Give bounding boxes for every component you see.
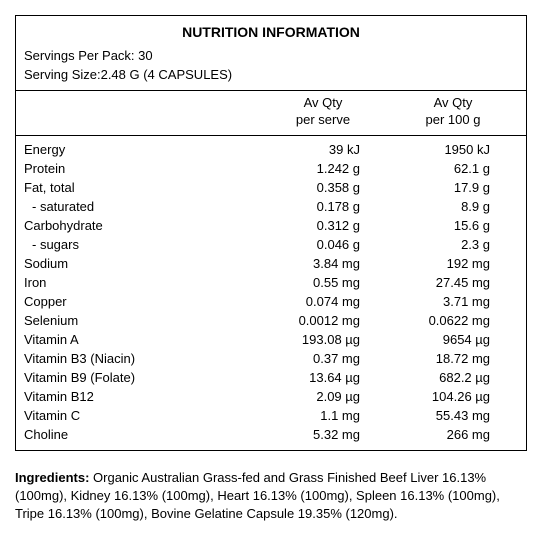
nutrient-name: Choline	[24, 427, 258, 442]
value-per-serve: 1.1 mg	[258, 408, 388, 423]
col-per-100g-l2: per 100 g	[388, 112, 518, 129]
value-per-serve: 0.37 mg	[258, 351, 388, 366]
value-per-100g: 62.1 g	[388, 161, 518, 176]
col-per-serve-l1: Av Qty	[258, 95, 388, 112]
value-per-serve: 0.358 g	[258, 180, 388, 195]
value-per-100g: 8.9 g	[388, 199, 518, 214]
nutrient-name: Protein	[24, 161, 258, 176]
value-per-100g: 9654 µg	[388, 332, 518, 347]
value-per-100g: 682.2 µg	[388, 370, 518, 385]
col-nutrient-blank	[24, 95, 258, 129]
servings-per-pack: Servings Per Pack: 30	[24, 46, 518, 65]
table-row: Vitamin B3 (Niacin)0.37 mg18.72 mg	[24, 349, 518, 368]
col-per-100g: Av Qty per 100 g	[388, 95, 518, 129]
value-per-serve: 39 kJ	[258, 142, 388, 157]
panel-title: NUTRITION INFORMATION	[24, 20, 518, 46]
table-row: Carbohydrate0.312 g15.6 g	[24, 216, 518, 235]
nutrient-name: Carbohydrate	[24, 218, 258, 233]
header-section: NUTRITION INFORMATION Servings Per Pack:…	[16, 16, 526, 91]
nutrient-name: - sugars	[24, 237, 258, 252]
nutrient-name: Selenium	[24, 313, 258, 328]
col-per-100g-l1: Av Qty	[388, 95, 518, 112]
value-per-100g: 266 mg	[388, 427, 518, 442]
table-row: Protein1.242 g62.1 g	[24, 159, 518, 178]
value-per-serve: 5.32 mg	[258, 427, 388, 442]
table-row: Selenium0.0012 mg0.0622 mg	[24, 311, 518, 330]
value-per-100g: 192 mg	[388, 256, 518, 271]
col-per-serve: Av Qty per serve	[258, 95, 388, 129]
value-per-100g: 0.0622 mg	[388, 313, 518, 328]
table-row: Sodium3.84 mg192 mg	[24, 254, 518, 273]
nutrient-name: Vitamin A	[24, 332, 258, 347]
nutrient-rows: Energy39 kJ1950 kJProtein1.242 g62.1 gFa…	[16, 136, 526, 450]
nutrient-name: Vitamin B3 (Niacin)	[24, 351, 258, 366]
value-per-serve: 0.074 mg	[258, 294, 388, 309]
value-per-100g: 17.9 g	[388, 180, 518, 195]
ingredients-label: Ingredients:	[15, 470, 89, 485]
value-per-serve: 0.312 g	[258, 218, 388, 233]
value-per-serve: 3.84 mg	[258, 256, 388, 271]
value-per-100g: 1950 kJ	[388, 142, 518, 157]
value-per-100g: 3.71 mg	[388, 294, 518, 309]
nutrient-name: Fat, total	[24, 180, 258, 195]
table-row: Vitamin B9 (Folate)13.64 µg682.2 µg	[24, 368, 518, 387]
value-per-100g: 2.3 g	[388, 237, 518, 252]
table-row: - saturated0.178 g8.9 g	[24, 197, 518, 216]
value-per-serve: 0.0012 mg	[258, 313, 388, 328]
table-row: Fat, total0.358 g17.9 g	[24, 178, 518, 197]
table-row: Choline5.32 mg266 mg	[24, 425, 518, 444]
value-per-serve: 0.55 mg	[258, 275, 388, 290]
serving-size: Serving Size:2.48 G (4 CAPSULES)	[24, 65, 518, 84]
value-per-serve: 13.64 µg	[258, 370, 388, 385]
value-per-serve: 2.09 µg	[258, 389, 388, 404]
nutrient-name: Vitamin C	[24, 408, 258, 423]
table-row: Vitamin C1.1 mg55.43 mg	[24, 406, 518, 425]
column-headers: Av Qty per serve Av Qty per 100 g	[16, 91, 526, 136]
nutrient-name: Sodium	[24, 256, 258, 271]
value-per-serve: 193.08 µg	[258, 332, 388, 347]
table-row: Vitamin A193.08 µg9654 µg	[24, 330, 518, 349]
nutrient-name: Energy	[24, 142, 258, 157]
table-row: Copper0.074 mg3.71 mg	[24, 292, 518, 311]
nutrient-name: Vitamin B9 (Folate)	[24, 370, 258, 385]
ingredients-block: Ingredients: Organic Australian Grass-fe…	[15, 469, 527, 524]
value-per-100g: 104.26 µg	[388, 389, 518, 404]
nutrition-panel: NUTRITION INFORMATION Servings Per Pack:…	[15, 15, 527, 451]
table-row: Energy39 kJ1950 kJ	[24, 140, 518, 159]
value-per-serve: 1.242 g	[258, 161, 388, 176]
value-per-100g: 18.72 mg	[388, 351, 518, 366]
value-per-100g: 15.6 g	[388, 218, 518, 233]
nutrient-name: Copper	[24, 294, 258, 309]
table-row: Iron0.55 mg27.45 mg	[24, 273, 518, 292]
nutrient-name: Iron	[24, 275, 258, 290]
table-row: - sugars0.046 g2.3 g	[24, 235, 518, 254]
table-row: Vitamin B122.09 µg104.26 µg	[24, 387, 518, 406]
value-per-100g: 55.43 mg	[388, 408, 518, 423]
nutrient-name: Vitamin B12	[24, 389, 258, 404]
value-per-100g: 27.45 mg	[388, 275, 518, 290]
col-per-serve-l2: per serve	[258, 112, 388, 129]
value-per-serve: 0.046 g	[258, 237, 388, 252]
nutrient-name: - saturated	[24, 199, 258, 214]
value-per-serve: 0.178 g	[258, 199, 388, 214]
